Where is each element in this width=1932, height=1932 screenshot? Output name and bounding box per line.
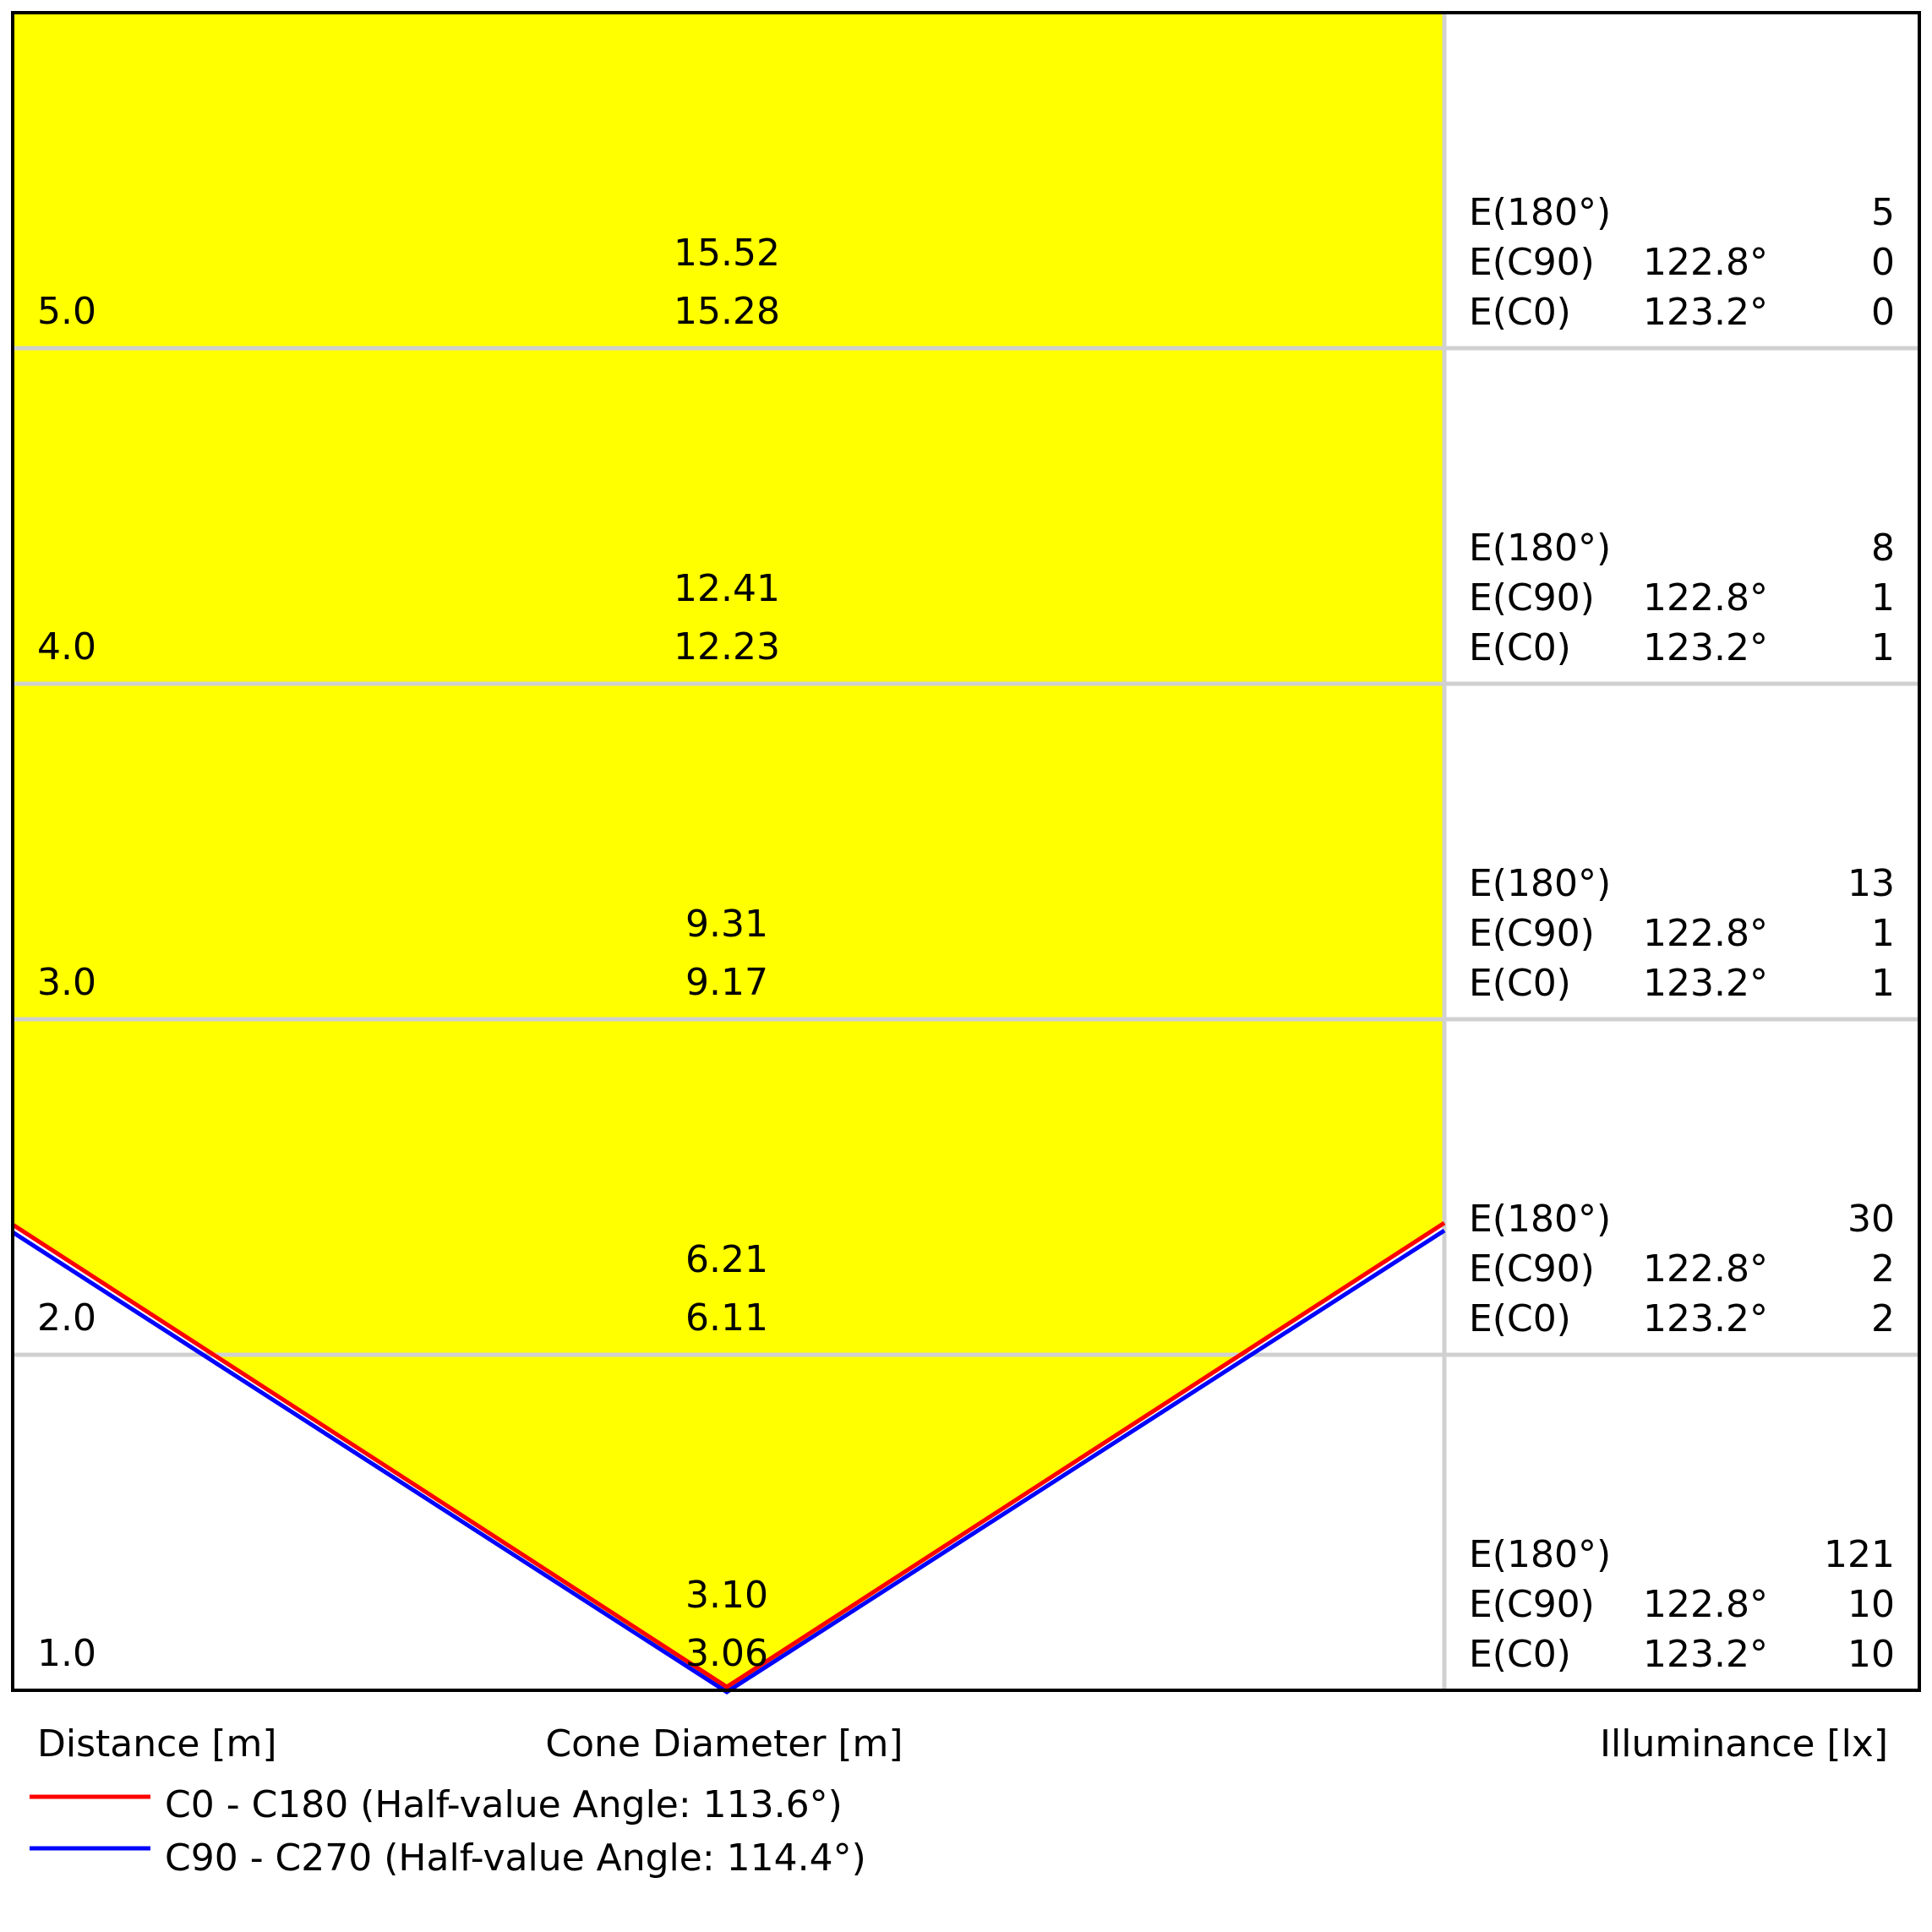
distance-axis-label: Distance [m] [37, 1722, 277, 1766]
diameter-c0-label: 6.21 [685, 1238, 768, 1281]
ec90-value: 10 [1847, 1583, 1895, 1626]
legend-label-c90-c270: C90 - C270 (Half-value Angle: 114.4°) [165, 1836, 866, 1880]
diameter-c90-label: 15.28 [674, 290, 780, 333]
ec0-value: 1 [1871, 962, 1895, 1005]
distance-label: 2.0 [37, 1296, 96, 1340]
e180-label: E(180°) [1469, 527, 1611, 570]
diameter-axis-label: Cone Diameter [m] [545, 1722, 903, 1766]
distance-label: 3.0 [37, 961, 96, 1004]
distance-label: 1.0 [37, 1632, 96, 1675]
ec90-value: 1 [1871, 576, 1895, 619]
ec0-angle: 123.2° [1643, 962, 1768, 1005]
ec0-label: E(C0) [1469, 962, 1571, 1005]
ec90-angle: 122.8° [1643, 241, 1768, 284]
cone-fill [13, 13, 1444, 1690]
ec0-angle: 123.2° [1643, 1633, 1768, 1676]
diameter-c0-label: 12.41 [674, 567, 780, 610]
ec90-label: E(C90) [1469, 241, 1595, 284]
diameter-c0-label: 3.10 [685, 1574, 768, 1617]
ec90-label: E(C90) [1469, 1583, 1595, 1626]
e180-value: 30 [1847, 1198, 1895, 1241]
ec0-label: E(C0) [1469, 1297, 1571, 1340]
ec0-angle: 123.2° [1643, 1297, 1768, 1340]
e180-label: E(180°) [1469, 862, 1611, 905]
ec90-angle: 122.8° [1643, 576, 1768, 619]
e180-label: E(180°) [1469, 1533, 1611, 1576]
illuminance-axis-label: Illuminance [lx] [1600, 1722, 1888, 1766]
c0-c180-line [11, 1220, 1446, 1689]
plot-frame [11, 11, 1921, 1692]
ec90-label: E(C90) [1469, 576, 1595, 619]
ec0-value: 10 [1847, 1633, 1895, 1676]
ec90-angle: 122.8° [1643, 1583, 1768, 1626]
e180-label: E(180°) [1469, 1198, 1611, 1241]
ec0-label: E(C0) [1469, 626, 1571, 669]
diameter-c90-label: 9.17 [685, 961, 768, 1004]
ec0-label: E(C0) [1469, 291, 1571, 334]
ec0-value: 1 [1871, 626, 1895, 669]
e180-value: 121 [1824, 1533, 1895, 1576]
ec0-value: 0 [1871, 291, 1895, 334]
diameter-c0-label: 15.52 [674, 232, 780, 275]
e180-value: 13 [1847, 862, 1895, 905]
ec90-label: E(C90) [1469, 912, 1595, 955]
diameter-c0-label: 9.31 [685, 903, 768, 946]
ec90-angle: 122.8° [1643, 912, 1768, 955]
legend-label-c0-c180: C0 - C180 (Half-value Angle: 113.6°) [165, 1783, 843, 1826]
ec0-angle: 123.2° [1643, 626, 1768, 669]
distance-label: 5.0 [37, 290, 96, 333]
ec90-value: 0 [1871, 241, 1895, 284]
ec90-value: 1 [1871, 912, 1895, 955]
ec90-label: E(C90) [1469, 1247, 1595, 1291]
e180-value: 5 [1871, 191, 1895, 234]
ec0-angle: 123.2° [1643, 291, 1768, 334]
ec90-angle: 122.8° [1643, 1247, 1768, 1291]
e180-value: 8 [1871, 527, 1895, 570]
ec0-label: E(C0) [1469, 1633, 1571, 1676]
ec90-value: 2 [1871, 1247, 1895, 1291]
diameter-c90-label: 3.06 [685, 1632, 768, 1675]
distance-label: 4.0 [37, 625, 96, 669]
ec0-value: 2 [1871, 1297, 1895, 1340]
e180-label: E(180°) [1469, 191, 1611, 234]
diameter-c90-label: 6.11 [685, 1296, 768, 1340]
diameter-c90-label: 12.23 [674, 625, 780, 669]
